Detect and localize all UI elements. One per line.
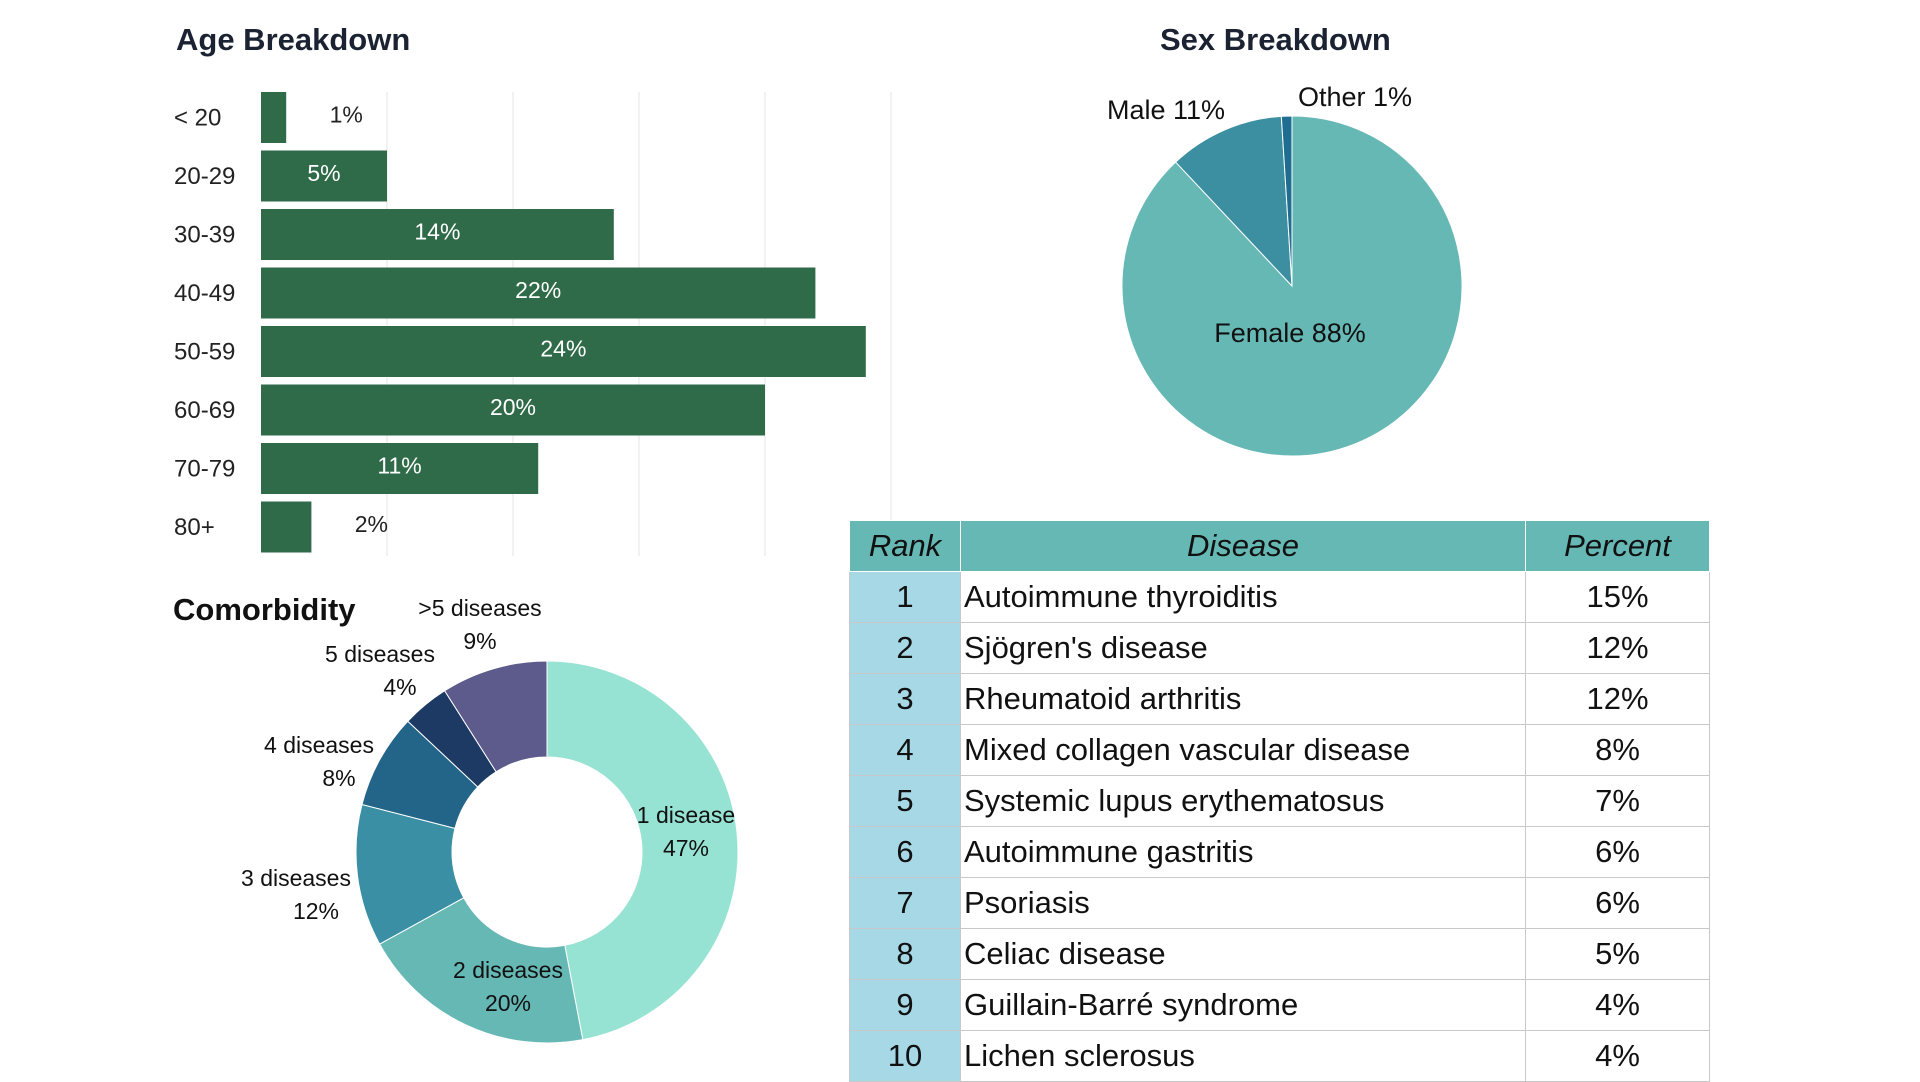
age-bar (261, 267, 816, 319)
table-row: 2 Sjögren's disease 12% (849, 622, 1710, 674)
sex-pie-slice (1280, 115, 1293, 287)
disease-cell: Psoriasis (960, 877, 1526, 929)
disease-cell: Sjögren's disease (960, 622, 1526, 674)
rank-cell: 4 (849, 724, 961, 776)
age-bar (261, 209, 614, 260)
rank-cell: 2 (849, 622, 961, 674)
age-bar-value-label: 5% (307, 160, 340, 186)
table-row: 6 Autoimmune gastritis 6% (849, 826, 1710, 878)
comorbidity-slice-percent: 8% (322, 765, 355, 791)
comorbidity-slice-percent: 20% (485, 990, 531, 1016)
rank-cell: 3 (849, 673, 961, 725)
table-row: 10 Lichen sclerosus 4% (849, 1030, 1710, 1082)
age-bar (261, 443, 539, 494)
percent-cell: 4% (1525, 1030, 1710, 1082)
age-category-label: 30-39 (174, 222, 235, 249)
disease-cell: Celiac disease (960, 928, 1526, 980)
age-bar (261, 384, 765, 436)
rank-cell: 9 (849, 979, 961, 1031)
rank-cell: 6 (849, 826, 961, 878)
comorbidity-slice-name: 2 diseases (453, 957, 563, 983)
sex-pie-label: Other 1% (1298, 82, 1412, 112)
sex-pie-slice (1121, 115, 1463, 457)
rank-cell: 1 (849, 571, 961, 623)
comorbidity-slice-percent: 4% (383, 674, 416, 700)
age-bar-value-label: 1% (330, 102, 363, 128)
column-header-disease: Disease (960, 520, 1526, 572)
rank-cell: 8 (849, 928, 961, 980)
comorbidity-slice-name: 5 diseases (325, 641, 435, 667)
table-header-row: Rank Disease Percent (849, 520, 1710, 572)
age-bar-value-label: 24% (540, 336, 586, 362)
sex-pie-slice (1174, 115, 1293, 288)
age-bar (261, 501, 312, 553)
sex-pie-label: Female 88% (1214, 318, 1366, 348)
comorbidity-slice-percent: 47% (663, 835, 709, 861)
comorbidity-donut-slice (443, 660, 548, 773)
column-header-percent: Percent (1525, 520, 1710, 572)
percent-cell: 4% (1525, 979, 1710, 1031)
comorbidity-donut-slice (378, 897, 584, 1044)
rank-cell: 7 (849, 877, 961, 929)
disease-ranking-table: Rank Disease Percent 1 Autoimmune thyroid… (849, 520, 1710, 1082)
rank-cell: 5 (849, 775, 961, 827)
age-category-label: 50-59 (174, 339, 235, 366)
age-bar (261, 150, 387, 202)
comorbidity-slice-name: 3 diseases (241, 865, 351, 891)
age-chart-title: Age Breakdown (176, 22, 411, 57)
comorbidity-slice-percent: 9% (463, 628, 496, 654)
age-bar-value-label: 20% (490, 394, 536, 420)
age-category-label: 60-69 (174, 397, 235, 424)
disease-cell: Autoimmune gastritis (960, 826, 1526, 878)
percent-cell: 12% (1525, 622, 1710, 674)
table-row: 1 Autoimmune thyroiditis 15% (849, 571, 1710, 623)
age-bar-value-label: 14% (414, 219, 460, 245)
table-row: 5 Systemic lupus erythematosus 7% (849, 775, 1710, 827)
age-bar-value-label: 2% (355, 511, 388, 537)
percent-cell: 6% (1525, 877, 1710, 929)
disease-cell: Rheumatoid arthritis (960, 673, 1526, 725)
age-bar-value-label: 22% (515, 277, 561, 303)
percent-cell: 8% (1525, 724, 1710, 776)
table-row: 4 Mixed collagen vascular disease 8% (849, 724, 1710, 776)
age-category-label: 80+ (174, 514, 215, 541)
table-row: 9 Guillain-Barré syndrome 4% (849, 979, 1710, 1031)
table-row: 3 Rheumatoid arthritis 12% (849, 673, 1710, 725)
age-bar (261, 326, 866, 377)
comorbidity-slice-name: >5 diseases (418, 595, 541, 621)
percent-cell: 6% (1525, 826, 1710, 878)
percent-cell: 12% (1525, 673, 1710, 725)
comorbidity-slice-name: 1 disease (637, 802, 735, 828)
age-category-label: 70-79 (174, 456, 235, 483)
comorbidity-chart-title: Comorbidity (173, 592, 356, 627)
rank-cell: 10 (849, 1030, 961, 1082)
column-header-rank: Rank (849, 520, 961, 572)
percent-cell: 15% (1525, 571, 1710, 623)
sex-pie-label: Male 11% (1107, 95, 1225, 125)
disease-cell: Autoimmune thyroiditis (960, 571, 1526, 623)
percent-cell: 5% (1525, 928, 1710, 980)
comorbidity-donut-slice (546, 660, 739, 1041)
disease-cell: Lichen sclerosus (960, 1030, 1526, 1082)
comorbidity-slice-percent: 12% (293, 898, 339, 924)
percent-cell: 7% (1525, 775, 1710, 827)
disease-cell: Mixed collagen vascular disease (960, 724, 1526, 776)
sex-chart-title: Sex Breakdown (1160, 22, 1391, 57)
age-category-label: 40-49 (174, 280, 235, 307)
age-category-label: 20-29 (174, 163, 235, 190)
table-row: 7 Psoriasis 6% (849, 877, 1710, 929)
age-bar (261, 92, 287, 143)
comorbidity-slice-name: 4 diseases (264, 732, 374, 758)
disease-cell: Guillain-Barré syndrome (960, 979, 1526, 1031)
age-category-label: < 20 (174, 105, 221, 132)
age-bar-value-label: 11% (377, 453, 421, 479)
table-row: 8 Celiac disease 5% (849, 928, 1710, 980)
disease-cell: Systemic lupus erythematosus (960, 775, 1526, 827)
